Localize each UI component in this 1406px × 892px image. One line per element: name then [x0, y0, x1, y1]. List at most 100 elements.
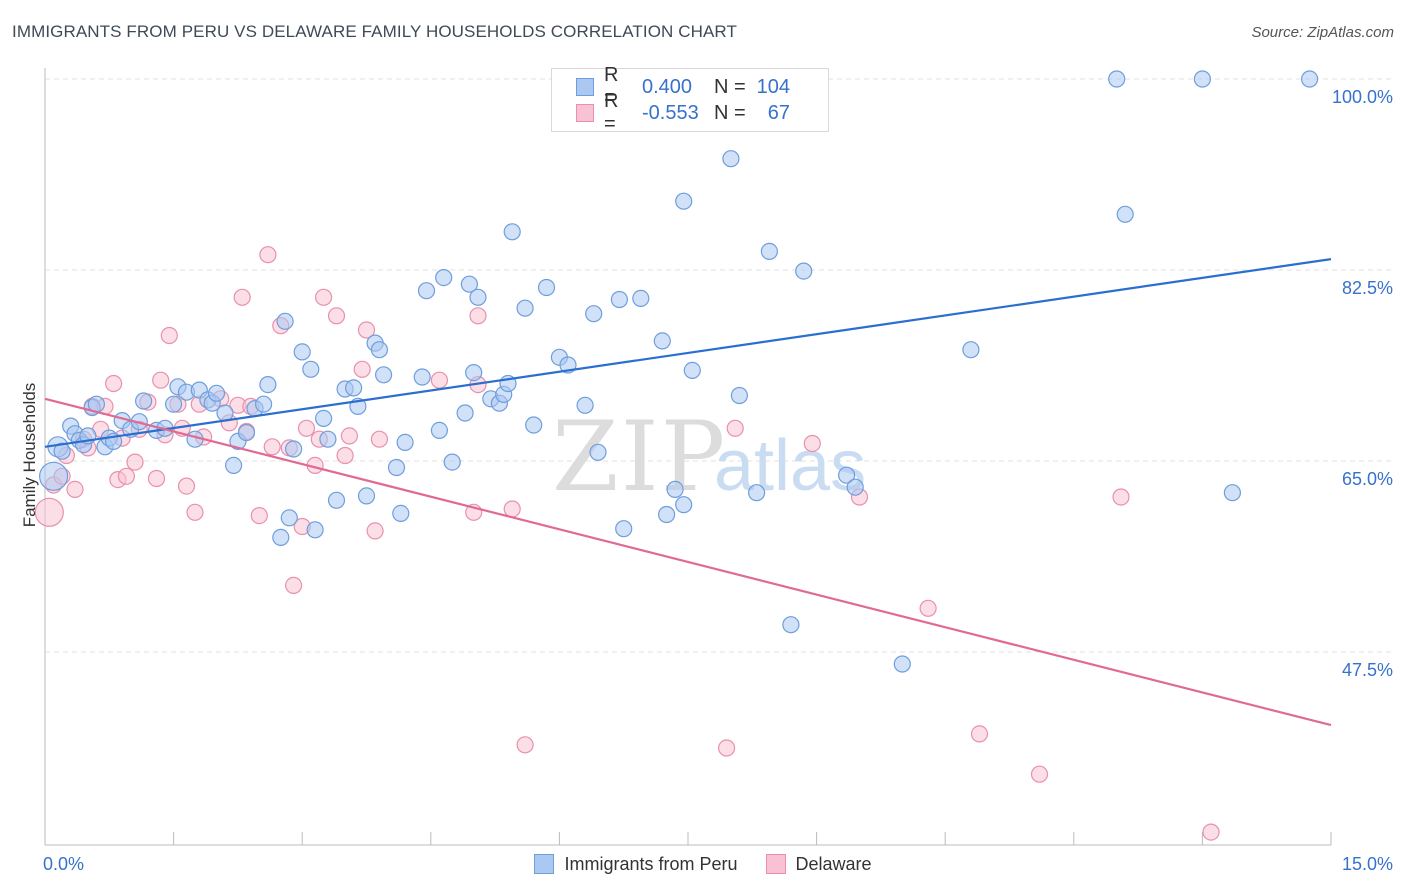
peru-point	[666, 480, 684, 498]
delaware-point	[1112, 488, 1130, 506]
peru-point	[683, 361, 701, 379]
y-tick-labels: 100.0% 82.5% 65.0% 47.5%	[1332, 87, 1393, 680]
peru-point	[675, 496, 693, 514]
x-tick-label: 15.0%	[1342, 854, 1393, 874]
peru-point	[576, 396, 594, 414]
series-legend: Immigrants from Peru Delaware	[0, 852, 1406, 876]
peru-point	[795, 262, 813, 280]
peru-point	[443, 453, 461, 471]
peru-point	[469, 288, 487, 306]
delaware-point	[370, 430, 388, 448]
delaware-point	[726, 419, 744, 437]
legend-row-peru: R = 0.400 N = 104	[576, 64, 790, 109]
delaware-point	[516, 736, 534, 754]
correlation-legend: R = 0.400 N = 104 R = -0.553 N = 67	[551, 64, 829, 135]
delaware-point	[259, 246, 277, 264]
peru-point	[357, 487, 376, 505]
delaware-point	[430, 371, 448, 389]
peru-point	[280, 509, 298, 527]
legend-r-label: R =	[604, 90, 619, 135]
y-axis-label: Family Households	[20, 382, 39, 528]
peru-point	[396, 433, 414, 451]
peru-point	[537, 278, 556, 297]
legend-n-label: N =	[714, 75, 746, 98]
watermark-atlas: atlas	[714, 426, 866, 506]
peru-point	[657, 505, 676, 524]
legend-n-value: 104	[756, 75, 790, 98]
delaware-point	[66, 480, 84, 498]
peru-point	[675, 192, 693, 210]
grid-lines	[45, 78, 1393, 653]
peru-point	[345, 379, 363, 397]
peru-point	[760, 242, 779, 260]
peru-point	[456, 404, 474, 422]
delaware-point	[327, 307, 346, 325]
series-delaware-points	[34, 246, 1220, 841]
peru-point	[585, 305, 603, 323]
peru-point	[306, 521, 324, 539]
peru-point	[1223, 484, 1242, 502]
peru-point	[276, 312, 294, 330]
legend-r-value: -0.553	[642, 101, 699, 124]
peru-trend-line	[44, 258, 1332, 448]
chart-title: IMMIGRANTS FROM PERU VS DELAWARE FAMILY …	[12, 22, 737, 41]
peru-point	[225, 456, 243, 474]
series-legend-delaware[interactable]: Delaware	[765, 854, 872, 875]
peru-point	[370, 341, 388, 359]
peru-point	[387, 458, 406, 477]
chart-source: Source: ZipAtlas.com	[1251, 24, 1394, 41]
legend-n-value: 67	[767, 101, 790, 124]
delaware-point	[340, 427, 358, 445]
peru-point	[392, 504, 410, 523]
legend-swatch-delaware	[576, 104, 594, 122]
series-peru-points	[38, 70, 1319, 673]
peru-point	[285, 440, 303, 458]
peru-point	[465, 364, 483, 382]
peru-point	[207, 384, 226, 402]
peru-point	[722, 150, 740, 168]
delaware-point	[117, 467, 136, 485]
watermark: ZIP atlas	[552, 401, 866, 513]
peru-point	[135, 392, 153, 410]
peru-point	[962, 341, 980, 359]
peru-point	[610, 290, 629, 309]
peru-point	[327, 491, 346, 509]
x-ticks	[44, 832, 1332, 845]
peru-point	[1300, 70, 1319, 88]
delaware-point	[152, 371, 170, 389]
delaware-point	[250, 506, 268, 525]
delaware-point	[315, 288, 333, 306]
delaware-point	[160, 326, 178, 345]
delaware-point	[147, 469, 166, 488]
x-tick-labels: 0.0% 15.0%	[43, 854, 1393, 874]
series-legend-peru[interactable]: Immigrants from Peru	[534, 854, 738, 875]
delaware-point	[263, 438, 281, 456]
peru-point	[1116, 205, 1134, 223]
peru-point	[1108, 70, 1126, 88]
delaware-point	[336, 446, 354, 465]
delaware-point	[285, 576, 303, 595]
peru-point	[417, 282, 436, 300]
peru-point	[375, 366, 393, 384]
delaware-point	[34, 497, 64, 527]
peru-point	[653, 332, 671, 350]
peru-point	[38, 461, 69, 491]
y-tick-label: 100.0%	[1332, 87, 1393, 107]
peru-point	[430, 421, 448, 439]
peru-point	[255, 395, 273, 413]
legend-row-delaware: R = -0.553 N = 67	[576, 90, 790, 135]
trend-lines	[44, 258, 1332, 727]
peru-point	[893, 655, 911, 673]
legend-swatch-peru	[576, 78, 594, 96]
delaware-point	[357, 321, 376, 339]
peru-point	[435, 269, 453, 287]
delaware-point	[104, 374, 123, 393]
x-tick-label: 0.0%	[43, 854, 84, 874]
peru-point	[525, 416, 543, 434]
peru-point	[293, 343, 311, 361]
peru-point	[302, 360, 320, 378]
delaware-point	[233, 288, 251, 306]
delaware-point	[503, 500, 521, 518]
peru-point	[319, 430, 337, 448]
legend-n-label: N =	[714, 101, 746, 124]
